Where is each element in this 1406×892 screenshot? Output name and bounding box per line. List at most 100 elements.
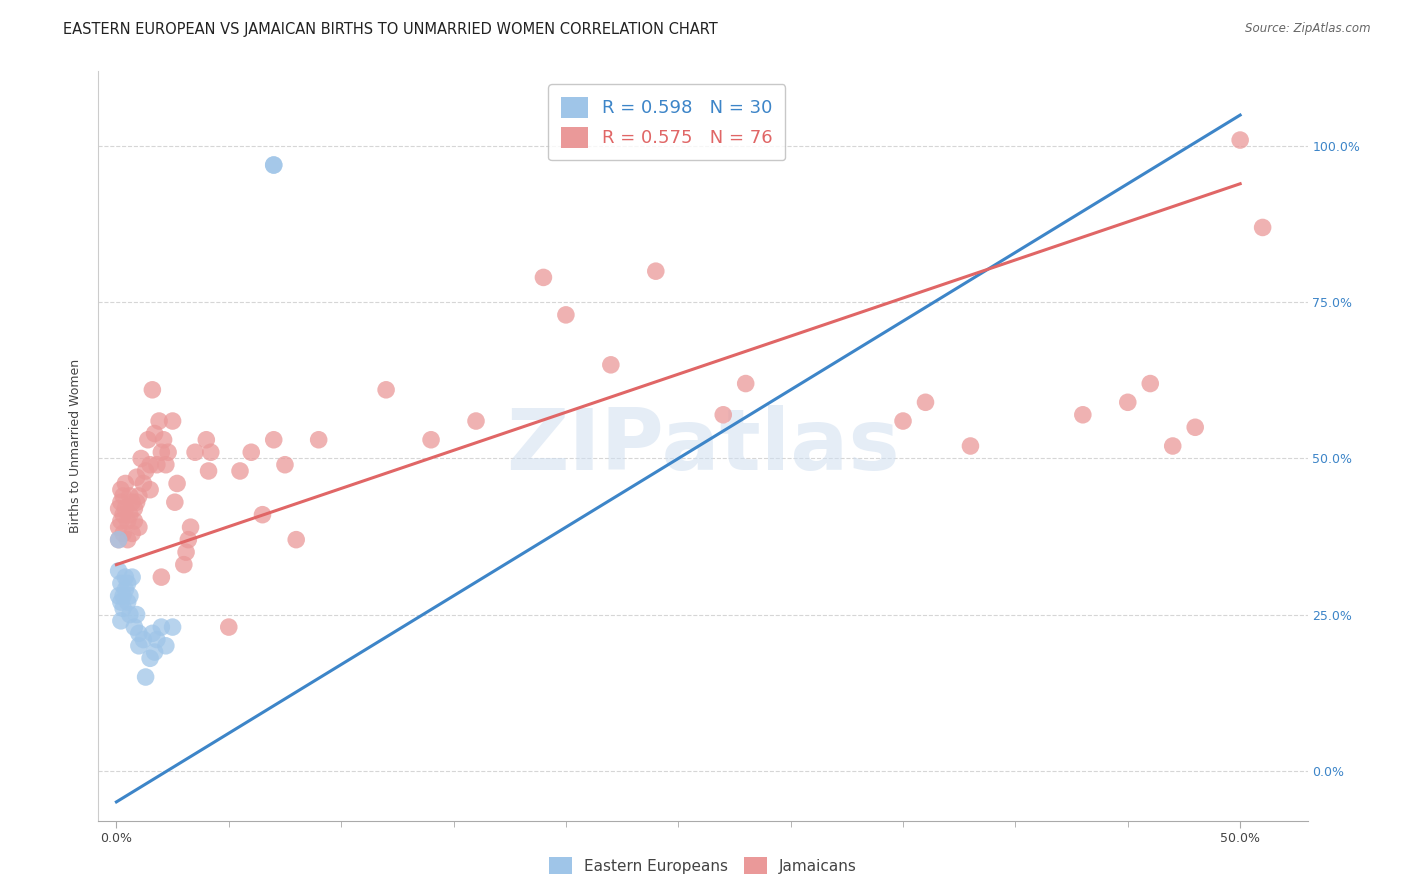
Point bbox=[110, 595, 132, 609]
Point bbox=[128, 520, 150, 534]
Point bbox=[252, 508, 274, 522]
Point bbox=[533, 270, 555, 285]
Point bbox=[1116, 395, 1139, 409]
Point bbox=[891, 414, 914, 428]
Point bbox=[734, 376, 756, 391]
Point bbox=[1251, 220, 1274, 235]
Point bbox=[173, 558, 195, 572]
Point bbox=[197, 464, 219, 478]
Point bbox=[148, 414, 170, 428]
Point bbox=[1184, 420, 1206, 434]
Point bbox=[195, 433, 218, 447]
Point bbox=[200, 445, 222, 459]
Point bbox=[139, 651, 162, 665]
Point bbox=[129, 451, 152, 466]
Point bbox=[128, 639, 150, 653]
Point bbox=[110, 614, 132, 628]
Point bbox=[141, 383, 163, 397]
Point bbox=[121, 526, 143, 541]
Y-axis label: Births to Unmarried Women: Births to Unmarried Women bbox=[69, 359, 83, 533]
Point bbox=[112, 508, 135, 522]
Point bbox=[914, 395, 936, 409]
Point bbox=[117, 595, 139, 609]
Point bbox=[118, 607, 141, 622]
Point bbox=[139, 483, 162, 497]
Point bbox=[118, 508, 141, 522]
Point bbox=[162, 620, 184, 634]
Point bbox=[125, 607, 148, 622]
Point bbox=[112, 589, 135, 603]
Point bbox=[162, 414, 184, 428]
Point bbox=[128, 626, 150, 640]
Point bbox=[263, 158, 285, 172]
Point bbox=[152, 433, 174, 447]
Point bbox=[157, 445, 180, 459]
Point bbox=[117, 576, 139, 591]
Point bbox=[135, 464, 157, 478]
Point bbox=[107, 589, 129, 603]
Point bbox=[959, 439, 981, 453]
Point bbox=[308, 433, 330, 447]
Point bbox=[150, 570, 173, 584]
Point bbox=[375, 383, 398, 397]
Text: EASTERN EUROPEAN VS JAMAICAN BIRTHS TO UNMARRIED WOMEN CORRELATION CHART: EASTERN EUROPEAN VS JAMAICAN BIRTHS TO U… bbox=[63, 22, 718, 37]
Point bbox=[143, 645, 166, 659]
Point bbox=[465, 414, 488, 428]
Point bbox=[420, 433, 443, 447]
Point bbox=[1139, 376, 1161, 391]
Point bbox=[121, 570, 143, 584]
Point bbox=[107, 520, 129, 534]
Point bbox=[285, 533, 308, 547]
Point bbox=[218, 620, 240, 634]
Point bbox=[132, 476, 155, 491]
Point bbox=[114, 582, 136, 597]
Point bbox=[229, 464, 252, 478]
Point bbox=[132, 632, 155, 647]
Point bbox=[107, 533, 129, 547]
Point bbox=[125, 495, 148, 509]
Point bbox=[240, 445, 263, 459]
Point bbox=[112, 489, 135, 503]
Point bbox=[118, 589, 141, 603]
Point bbox=[146, 458, 169, 472]
Point bbox=[155, 639, 177, 653]
Point bbox=[136, 433, 159, 447]
Point bbox=[139, 458, 162, 472]
Point bbox=[107, 501, 129, 516]
Point bbox=[117, 533, 139, 547]
Point bbox=[554, 308, 576, 322]
Point bbox=[1229, 133, 1251, 147]
Point bbox=[263, 158, 285, 172]
Point bbox=[1161, 439, 1184, 453]
Point bbox=[114, 476, 136, 491]
Point bbox=[143, 426, 166, 441]
Point bbox=[114, 570, 136, 584]
Point bbox=[163, 495, 186, 509]
Point bbox=[166, 476, 188, 491]
Point bbox=[112, 601, 135, 615]
Point bbox=[180, 520, 202, 534]
Point bbox=[114, 501, 136, 516]
Point bbox=[150, 620, 173, 634]
Point bbox=[146, 632, 169, 647]
Point bbox=[184, 445, 207, 459]
Point bbox=[124, 514, 146, 528]
Point bbox=[107, 564, 129, 578]
Point bbox=[112, 526, 135, 541]
Point bbox=[118, 489, 141, 503]
Point bbox=[110, 576, 132, 591]
Point bbox=[121, 495, 143, 509]
Point bbox=[110, 514, 132, 528]
Point bbox=[263, 433, 285, 447]
Point bbox=[124, 501, 146, 516]
Point bbox=[274, 458, 297, 472]
Point bbox=[135, 670, 157, 684]
Point bbox=[177, 533, 200, 547]
Point bbox=[150, 445, 173, 459]
Point bbox=[711, 408, 734, 422]
Text: ZIPatlas: ZIPatlas bbox=[506, 404, 900, 488]
Point bbox=[174, 545, 197, 559]
Point bbox=[110, 483, 132, 497]
Legend: R = 0.598   N = 30, R = 0.575   N = 76: R = 0.598 N = 30, R = 0.575 N = 76 bbox=[548, 84, 786, 161]
Point bbox=[141, 626, 163, 640]
